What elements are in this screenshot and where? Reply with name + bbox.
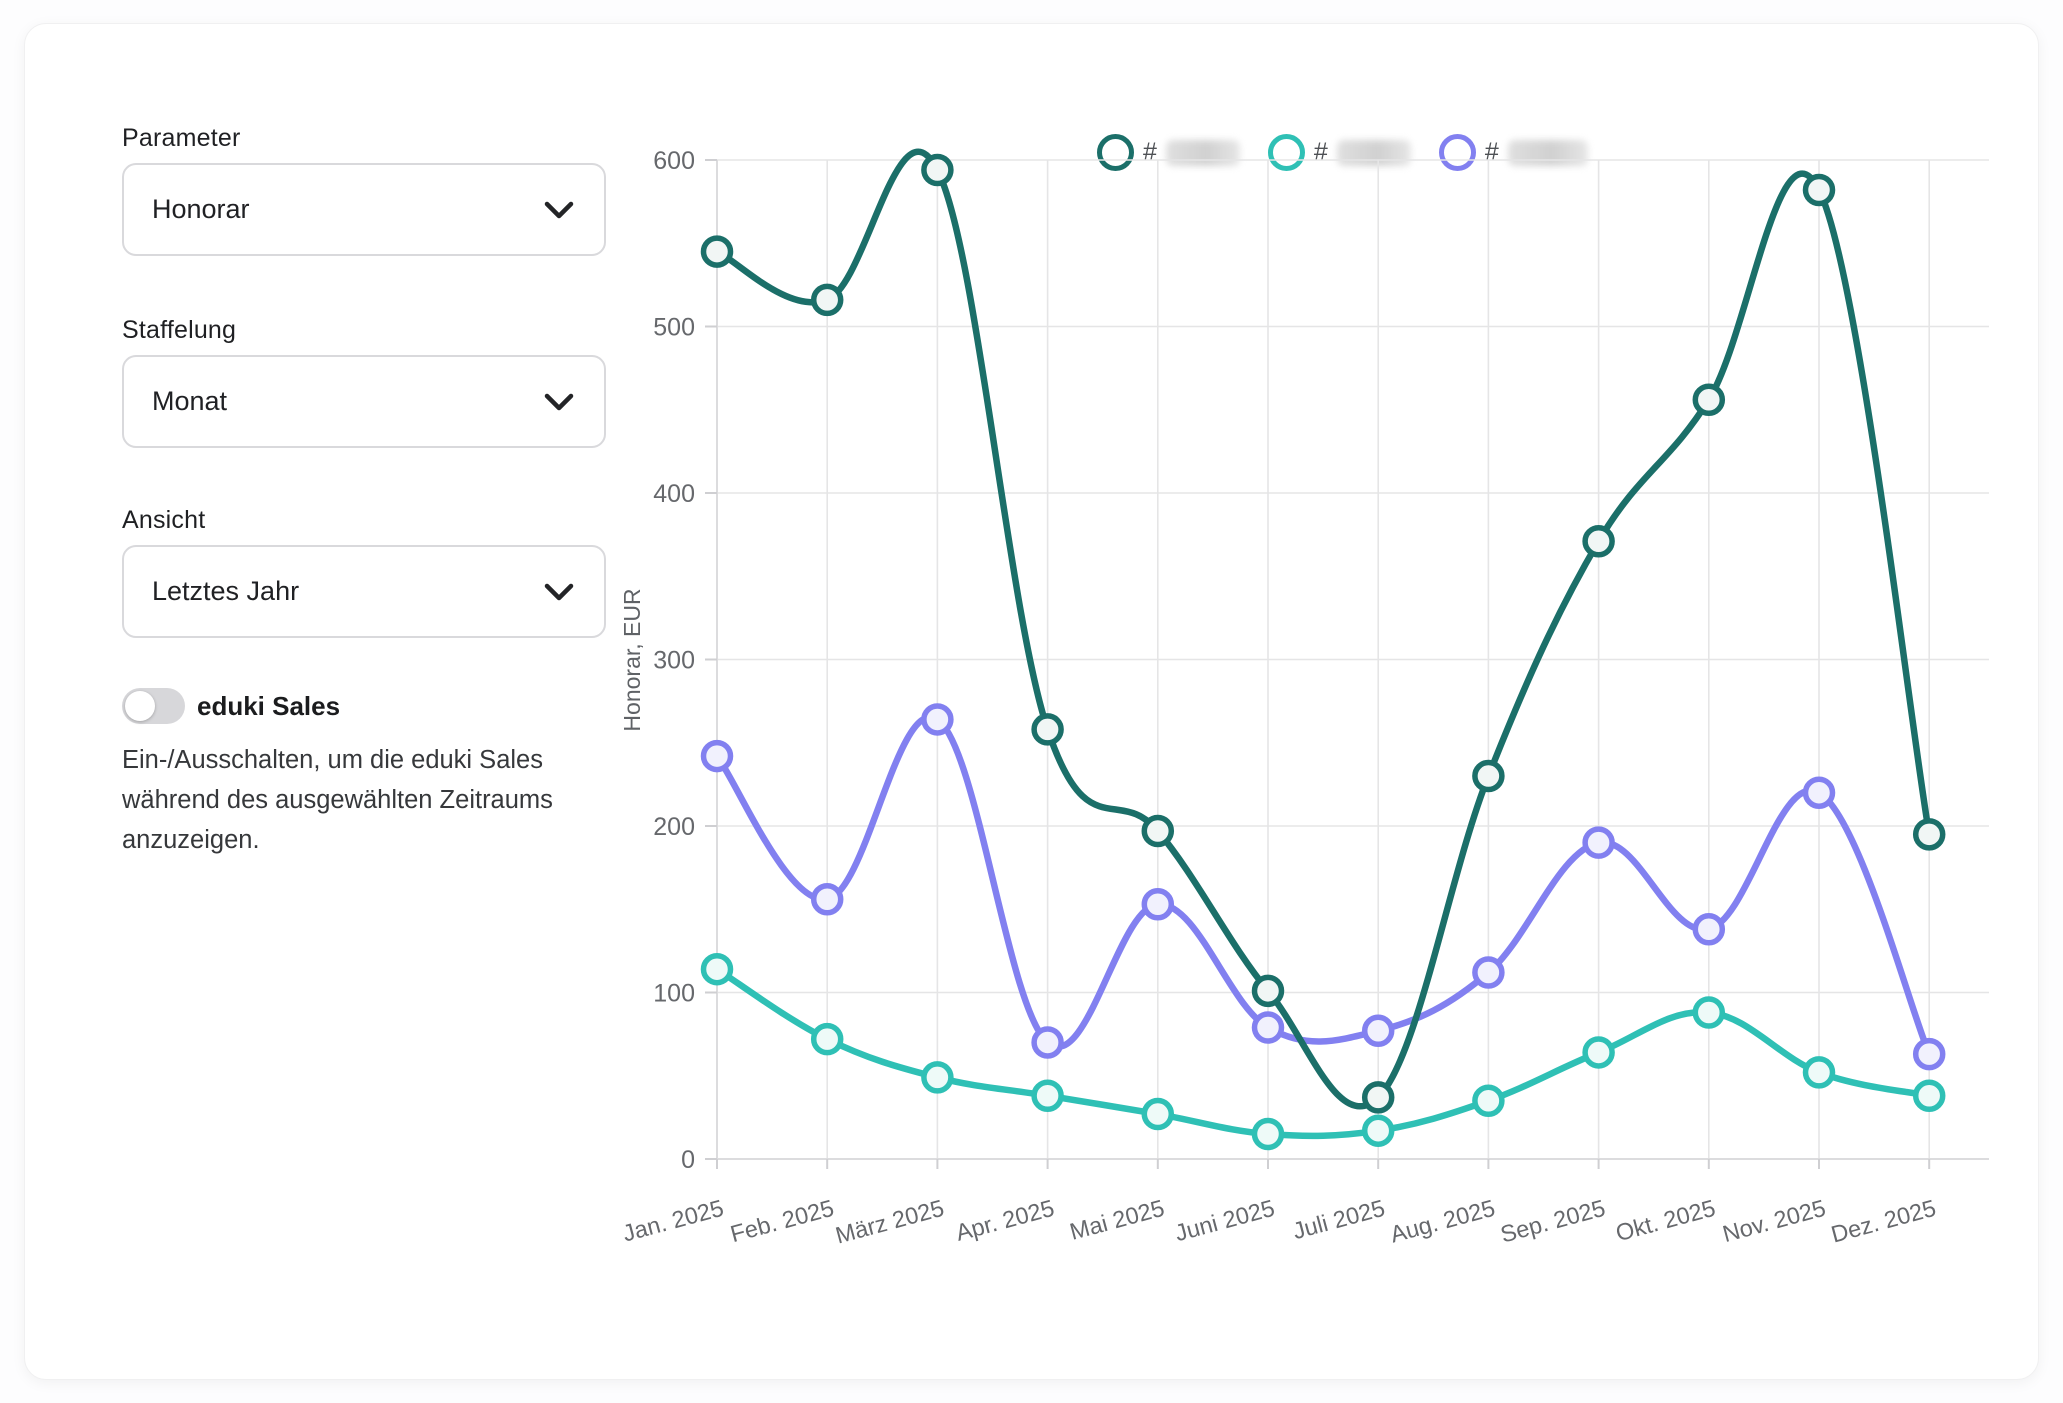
- series-2-point[interactable]: [921, 1061, 954, 1094]
- series-2-point[interactable]: [1361, 1114, 1395, 1147]
- y-tick-label: 600: [653, 147, 695, 175]
- series-3-point[interactable]: [921, 703, 954, 736]
- series-1-point[interactable]: [1031, 713, 1064, 746]
- eduki-sales-description: Ein-/Ausschalten, um die eduki Sales wäh…: [122, 746, 553, 854]
- x-tick-label: Dez. 2025: [1828, 1195, 1938, 1248]
- chart-legend: # # #: [1097, 134, 1588, 171]
- series-3-point[interactable]: [1031, 1026, 1064, 1059]
- series-1-point[interactable]: [921, 153, 954, 187]
- series-1-point[interactable]: [1582, 525, 1615, 558]
- series-1-point[interactable]: [1802, 173, 1836, 207]
- y-axis-title: Honorar, EUR: [619, 588, 645, 731]
- legend-hash: #: [1484, 138, 1499, 166]
- series-2-point[interactable]: [1692, 996, 1726, 1029]
- legend-redacted-label: [1336, 139, 1411, 166]
- series-2-point[interactable]: [1912, 1079, 1946, 1112]
- parameter-select[interactable]: Honorar: [122, 163, 606, 256]
- series-3-point[interactable]: [1582, 826, 1615, 859]
- parameter-label: Parameter: [122, 124, 241, 152]
- series-2-point[interactable]: [1802, 1056, 1836, 1089]
- x-tick-label: Sep. 2025: [1498, 1195, 1608, 1248]
- series-3-point[interactable]: [810, 883, 844, 916]
- x-tick-label: März 2025: [833, 1195, 947, 1249]
- series-2-point[interactable]: [1031, 1079, 1064, 1112]
- series-3-point[interactable]: [700, 739, 734, 773]
- toggle-knob: [125, 691, 155, 721]
- x-tick-label: Juni 2025: [1172, 1195, 1277, 1246]
- chevron-down-icon: [544, 583, 574, 600]
- series-2-marker-icon: [1267, 134, 1305, 171]
- chevron-down-icon: [544, 201, 574, 218]
- series-3-point[interactable]: [1361, 1014, 1395, 1048]
- legend-item-series-1[interactable]: #: [1097, 134, 1240, 171]
- series-2-point[interactable]: [700, 952, 734, 986]
- legend-hash: #: [1143, 138, 1157, 166]
- chart-card: Parameter Honorar Staffelung Monat Ansic…: [24, 23, 2039, 1380]
- series-1-point[interactable]: [1912, 818, 1946, 851]
- legend-item-series-2[interactable]: #: [1267, 134, 1411, 171]
- series-3-point[interactable]: [1472, 956, 1505, 989]
- x-tick-label: Nov. 2025: [1720, 1195, 1829, 1247]
- y-tick-label: 300: [653, 647, 695, 675]
- x-tick-label: Juli 2025: [1290, 1195, 1388, 1244]
- series-3-marker-icon: [1438, 134, 1476, 171]
- ansicht-select[interactable]: Letztes Jahr: [122, 545, 606, 638]
- series-1-point[interactable]: [1472, 759, 1505, 793]
- x-tick-label: Aug. 2025: [1387, 1195, 1497, 1248]
- series-2-point[interactable]: [1141, 1097, 1175, 1131]
- chevron-down-icon: [544, 393, 574, 410]
- series-2-point[interactable]: [1582, 1036, 1615, 1069]
- series-1-marker-icon: [1097, 134, 1134, 171]
- series-1-point[interactable]: [700, 235, 734, 268]
- x-tick-label: Mai 2025: [1067, 1195, 1167, 1245]
- y-tick-label: 400: [653, 480, 695, 508]
- series-1-line: [713, 148, 1933, 1110]
- y-tick-label: 100: [653, 980, 695, 1008]
- series-1-point[interactable]: [810, 283, 844, 317]
- staffelung-select[interactable]: Monat: [122, 355, 606, 448]
- series-2-point[interactable]: [810, 1022, 844, 1056]
- ansicht-select-value: Letztes Jahr: [152, 576, 300, 606]
- y-tick-label: 200: [653, 813, 695, 841]
- staffelung-label: Staffelung: [122, 316, 237, 344]
- series-2-line: [713, 965, 1933, 1140]
- series-3-point[interactable]: [1141, 888, 1175, 921]
- staffelung-select-value: Monat: [152, 386, 228, 416]
- series-2-point[interactable]: [1251, 1117, 1285, 1151]
- y-tick-label: 500: [653, 314, 695, 342]
- legend-hash: #: [1313, 138, 1328, 166]
- series-3-line: [713, 714, 1933, 1058]
- series-1-point[interactable]: [1141, 814, 1175, 848]
- ansicht-label: Ansicht: [122, 506, 206, 534]
- eduki-sales-toggle-row: eduki Sales: [122, 688, 340, 724]
- legend-item-series-3[interactable]: #: [1438, 134, 1588, 171]
- legend-redacted-label: [1507, 139, 1588, 166]
- series-3-point[interactable]: [1802, 776, 1836, 809]
- series-1-point[interactable]: [1692, 383, 1726, 417]
- x-tick-label: Jan. 2025: [620, 1195, 726, 1247]
- parameter-select-value: Honorar: [152, 194, 250, 224]
- series-3-point[interactable]: [1251, 1011, 1285, 1044]
- line-chart: 0 100 200 300 400 500 600 Jan. 2025 Feb. 2025Mär…: [619, 147, 1989, 1249]
- series-3-point[interactable]: [1912, 1037, 1946, 1071]
- eduki-sales-toggle[interactable]: [122, 688, 185, 724]
- series-1-point[interactable]: [1361, 1081, 1395, 1114]
- eduki-sales-toggle-label: eduki Sales: [197, 690, 341, 721]
- legend-redacted-label: [1165, 139, 1240, 166]
- x-tick-label: Apr. 2025: [953, 1195, 1057, 1246]
- series-2-point[interactable]: [1472, 1084, 1505, 1117]
- series-3-point[interactable]: [1692, 912, 1726, 946]
- series-1-point[interactable]: [1251, 974, 1285, 1008]
- x-tick-label: Feb. 2025: [728, 1195, 837, 1248]
- x-tick-label: Okt. 2025: [1613, 1195, 1718, 1246]
- y-tick-label: 0: [681, 1146, 695, 1174]
